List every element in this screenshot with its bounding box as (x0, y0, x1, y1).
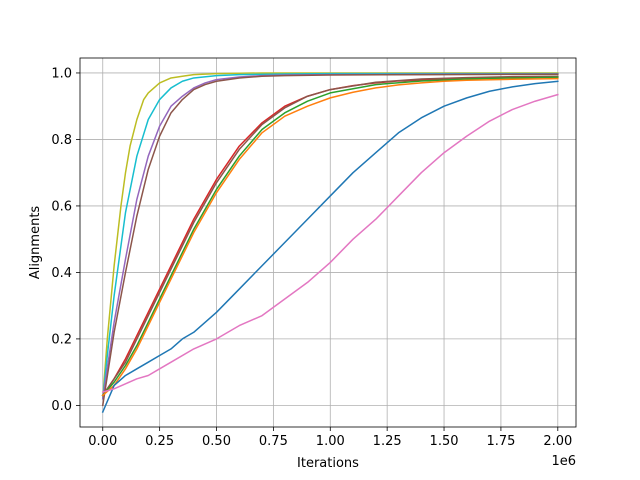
y-tick-label: 0.6 (51, 199, 72, 214)
y-tick-label: 1.0 (51, 66, 72, 81)
y-tick-label: 0.0 (51, 399, 72, 414)
y-tick-label: 0.8 (51, 133, 72, 148)
series-line-8 (101, 77, 559, 397)
x-tick-label: 1.00 (316, 434, 345, 449)
x-tick-label: 2.00 (543, 434, 572, 449)
axes-frame (79, 57, 577, 428)
series-line-4 (101, 73, 559, 407)
series-line-7 (101, 76, 559, 397)
series-line-2 (101, 72, 559, 400)
x-tick-label: 0.50 (202, 434, 231, 449)
x-tick-label: 0.00 (88, 434, 117, 449)
x-axis-offset-text: 1e6 (551, 454, 576, 469)
y-axis-label: Alignments (28, 206, 43, 280)
x-tick-label: 0.25 (145, 434, 174, 449)
y-axis-ticks: 0.0 0.2 0.4 0.6 0.8 1.0 (51, 66, 80, 414)
grid (80, 58, 576, 427)
y-tick-label: 0.4 (51, 266, 72, 281)
y-tick-label: 0.2 (51, 332, 72, 347)
series-group (101, 72, 559, 414)
series-line-1 (101, 72, 559, 400)
x-tick-label: 1.50 (430, 434, 459, 449)
x-tick-label: 1.25 (373, 434, 402, 449)
x-tick-label: 0.75 (259, 434, 288, 449)
series-line-9 (101, 80, 559, 414)
x-tick-label: 1.75 (486, 434, 515, 449)
series-line-10 (101, 93, 559, 394)
x-axis-label: Iterations (297, 456, 359, 471)
x-axis-ticks: 0.00 0.25 0.50 0.75 1.00 1.25 1.50 1.75 2.00 (88, 427, 572, 449)
series-line-6 (101, 75, 559, 397)
